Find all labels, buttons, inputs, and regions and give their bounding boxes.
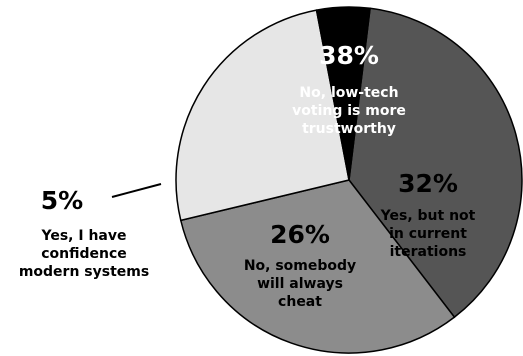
slice-category-label: cheat: [278, 294, 322, 310]
slice-category-label: modern systems: [19, 264, 149, 280]
pie-slice-1: [348, 7, 523, 319]
callout-line: [111, 183, 162, 198]
slice-category-label: will always: [257, 276, 343, 292]
pie-slice-2: [179, 179, 456, 354]
slice-category-label: confidence: [41, 246, 127, 262]
slice-value-label: 26%: [270, 220, 330, 249]
pie-slice-4: [315, 6, 371, 181]
slice-category-label: Yes, I have: [41, 228, 127, 244]
slice-category-label: iterations: [390, 244, 467, 260]
slice-value-label: 5%: [41, 186, 83, 215]
slice-category-label: in current: [389, 226, 467, 242]
slice-category-label: Yes, but not: [380, 208, 476, 224]
slice-category-label: trustworthy: [302, 121, 396, 137]
slice-category-label: voting is more: [292, 103, 406, 119]
slice-category-label: No, somebody: [244, 258, 356, 274]
slice-labels: 38% No, low-tech voting is more trustworthy…: [19, 41, 476, 310]
slice-value-label: 38%: [319, 41, 379, 70]
slice-category-label: No, low-tech: [299, 85, 398, 101]
pie-slice-3: [175, 9, 350, 222]
slice-value-label: 32%: [398, 169, 458, 198]
pie-slices: [175, 6, 523, 354]
